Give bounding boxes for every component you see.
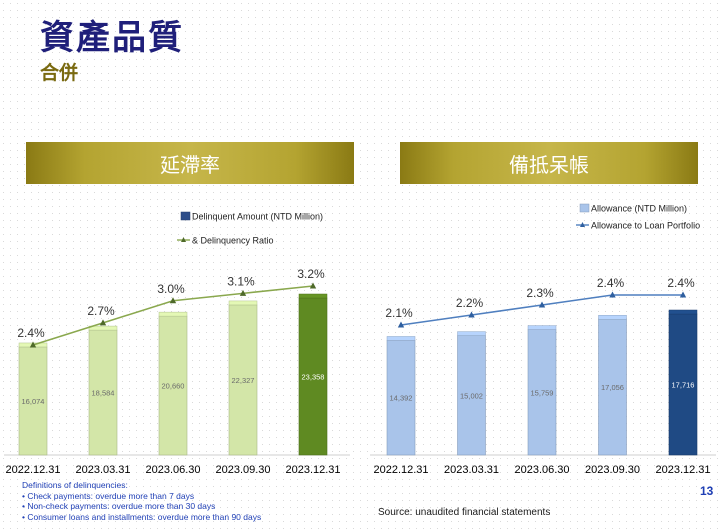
ratio-value-label: 2.7% <box>87 304 115 318</box>
bar-value-label: 17,716 <box>672 381 695 390</box>
bar <box>228 304 258 456</box>
ratio-value-label: 2.3% <box>526 286 554 300</box>
ratio-value-label: 2.4% <box>17 326 45 340</box>
bar-top <box>598 315 627 320</box>
legend-bar-label: Allowance (NTD Million) <box>591 204 687 214</box>
bar-top <box>457 331 486 336</box>
x-tick-label: 2022.12.31 <box>5 464 60 476</box>
ratio-marker <box>679 291 687 298</box>
x-tick-label: 2023.06.30 <box>145 464 200 476</box>
x-tick-label: 2022.12.31 <box>373 464 428 476</box>
bar-value-label: 15,759 <box>531 388 554 397</box>
bar <box>527 329 557 456</box>
x-tick-label: 2023.12.31 <box>655 464 710 476</box>
delinquency-banner: 延滯率 <box>26 142 354 184</box>
allowance-banner: 備抵呆帳 <box>400 142 698 184</box>
legend-line-label: Allowance to Loan Portfolio <box>591 221 700 231</box>
definition-item: • Check payments: overdue more than 7 da… <box>22 490 195 501</box>
definition-item: • Non-check payments: overdue more than … <box>22 501 216 511</box>
page-title: 資產品質 <box>40 18 184 58</box>
bar <box>18 346 48 456</box>
bar-value-label: 22,327 <box>232 376 255 385</box>
ratio-marker <box>309 282 317 289</box>
ratio-value-label: 3.0% <box>157 282 185 296</box>
bar-value-label: 15,002 <box>460 391 483 400</box>
ratio-value-label: 2.4% <box>597 276 625 290</box>
page-subtitle: 合併 <box>40 62 79 84</box>
bar <box>598 318 627 456</box>
bar <box>88 329 118 456</box>
definition-item: • Consumer loans and installments: overd… <box>22 511 262 522</box>
bar-top <box>386 336 416 341</box>
ratio-marker <box>239 289 247 296</box>
x-tick-label: 2023.09.30 <box>585 464 640 476</box>
bar <box>386 340 416 456</box>
legend-line-label: & Delinquency Ratio <box>192 236 274 246</box>
definitions-heading: Definitions of delinquencies: <box>22 480 128 490</box>
ratio-value-label: 2.2% <box>456 296 484 310</box>
bar-value-label: 17,056 <box>601 383 624 392</box>
bar-value-label: 18,584 <box>92 389 115 398</box>
ratio-marker <box>609 291 616 298</box>
delinquency-definitions: Definitions of delinquencies: • Check pa… <box>22 480 261 522</box>
ratio-marker <box>29 341 37 348</box>
bar-top <box>668 309 698 315</box>
x-tick-label: 2023.06.30 <box>514 464 569 476</box>
ratio-value-label: 3.2% <box>297 267 325 281</box>
legend-bar-swatch <box>579 203 590 213</box>
ratio-marker <box>397 321 405 328</box>
ratio-marker <box>468 311 475 318</box>
ratio-marker <box>169 297 177 304</box>
bar-value-label: 23,358 <box>302 373 325 382</box>
ratio-marker <box>538 301 546 308</box>
bar <box>668 313 698 456</box>
x-tick-label: 2023.03.31 <box>75 464 130 476</box>
x-tick-label: 2023.09.30 <box>215 464 270 476</box>
bar <box>158 315 188 456</box>
bar <box>457 335 486 456</box>
bar-value-label: 14,392 <box>390 394 413 403</box>
bar-top <box>298 293 328 299</box>
x-tick-label: 2023.12.31 <box>285 464 340 476</box>
bar-top <box>527 325 557 330</box>
bar-value-label: 16,074 <box>22 397 45 406</box>
legend-bar-swatch <box>180 211 191 221</box>
bar-top <box>158 311 188 317</box>
x-tick-label: 2023.03.31 <box>444 464 499 476</box>
source-note: Source: unaudited financial statements <box>378 507 551 518</box>
ratio-marker <box>99 319 107 326</box>
bar-top <box>228 300 258 306</box>
ratio-value-label: 2.4% <box>667 276 695 290</box>
ratio-value-label: 2.1% <box>385 306 413 320</box>
legend-bar-label: Delinquent Amount (NTD Million) <box>192 212 323 222</box>
page-number: 13 <box>700 484 714 498</box>
legend-line-marker <box>181 237 186 242</box>
bar-value-label: 20,660 <box>162 382 185 391</box>
legend-line-marker <box>580 222 585 227</box>
ratio-value-label: 3.1% <box>227 274 255 288</box>
